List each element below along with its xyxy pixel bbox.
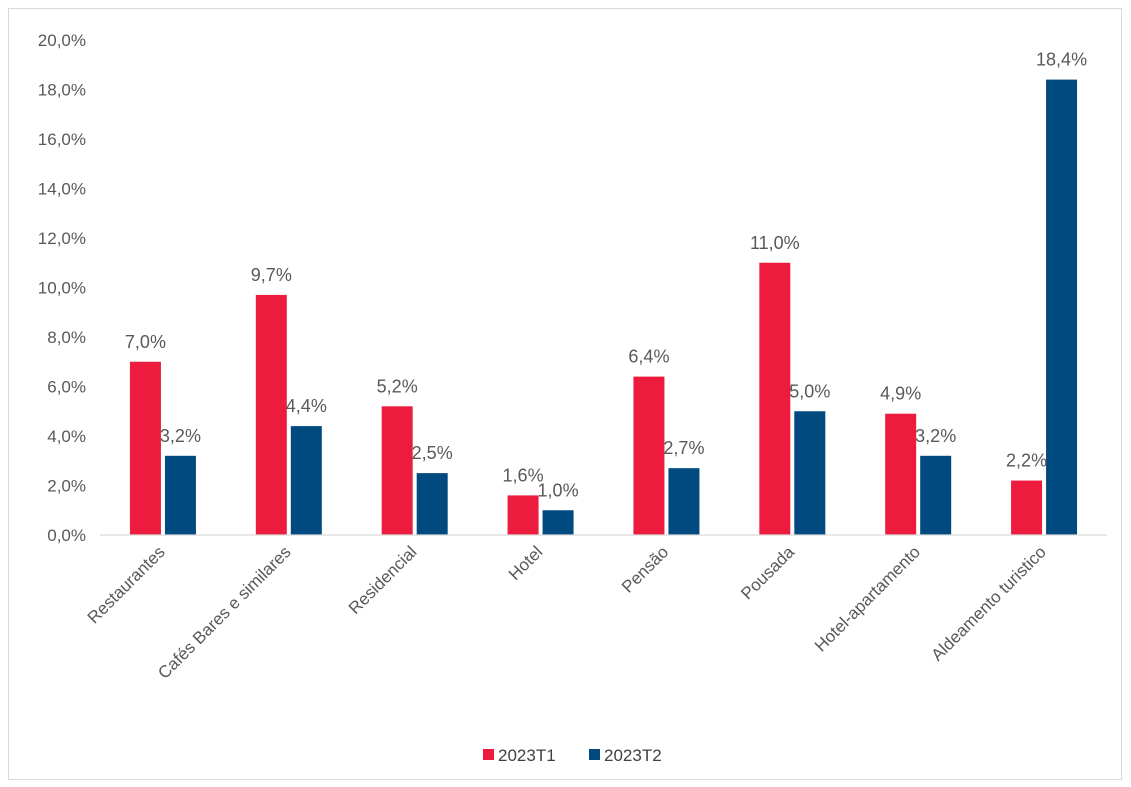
data-label: 5,2% [377, 376, 418, 396]
data-label: 1,0% [538, 480, 579, 500]
legend-swatch [483, 749, 494, 760]
y-axis-ticks: 0,0% 2,0% 4,0% 6,0% 8,0% 10,0% 12,0% 14,0% 16,0%… [38, 31, 86, 545]
bar-2023T2 [794, 411, 826, 535]
legend-label: 2023T1 [498, 746, 556, 765]
x-category-label: Pensão [618, 542, 672, 596]
y-tick-label: 12,0% [38, 229, 86, 248]
bar-2023T2 [164, 455, 196, 535]
legend-swatch [589, 749, 600, 760]
data-label: 3,2% [160, 426, 201, 446]
y-tick-label: 6,0% [47, 378, 86, 397]
bar-2023T1 [633, 376, 665, 535]
bar-2023T1 [759, 262, 791, 535]
data-label: 4,4% [286, 396, 327, 416]
x-category-label: Hotel [505, 542, 546, 583]
bar-2023T2 [416, 473, 448, 535]
y-tick-label: 0,0% [47, 526, 86, 545]
x-category-label: Cafés Bares e similares [154, 542, 294, 682]
data-label: 5,0% [789, 381, 830, 401]
chart-frame: 0,0% 2,0% 4,0% 6,0% 8,0% 10,0% 12,0% 14,0% 16,0%… [8, 8, 1122, 780]
bar-2023T1 [507, 495, 539, 535]
y-tick-label: 2,0% [47, 477, 86, 496]
bar-chart: 0,0% 2,0% 4,0% 6,0% 8,0% 10,0% 12,0% 14,0% 16,0%… [38, 31, 1107, 765]
data-label: 3,2% [915, 426, 956, 446]
data-label: 6,4% [628, 347, 669, 367]
bar-2023T2 [668, 468, 700, 535]
y-tick-label: 4,0% [47, 427, 86, 446]
x-category-label: Pousada [737, 542, 798, 603]
data-label: 7,0% [125, 332, 166, 352]
x-category-label: Hotel-apartamento [811, 542, 924, 655]
data-label: 18,4% [1036, 50, 1087, 70]
x-category-label: Aldeamento turistico [928, 542, 1050, 664]
data-label: 4,9% [880, 384, 921, 404]
data-label: 2,2% [1006, 451, 1047, 471]
bar-2023T1 [381, 406, 413, 535]
x-category-label: Residencial [345, 542, 421, 618]
bar-2023T1 [129, 361, 161, 535]
y-tick-label: 18,0% [38, 81, 86, 100]
legend: 2023T1 2023T2 [483, 746, 662, 765]
y-tick-label: 16,0% [38, 130, 86, 149]
y-tick-label: 8,0% [47, 328, 86, 347]
bar-2023T2 [290, 426, 322, 535]
bar-2023T2 [1046, 79, 1078, 535]
data-label: 1,6% [503, 465, 544, 485]
data-label: 2,7% [663, 438, 704, 458]
bars [129, 79, 1078, 535]
y-tick-label: 14,0% [38, 180, 86, 199]
legend-label: 2023T2 [604, 746, 662, 765]
y-tick-label: 10,0% [38, 279, 86, 298]
bar-2023T2 [542, 510, 574, 535]
data-label: 9,7% [251, 265, 292, 285]
x-category-label: Restaurantes [84, 542, 169, 627]
bar-2023T1 [885, 413, 917, 535]
data-label: 11,0% [750, 233, 800, 253]
y-tick-label: 20,0% [38, 31, 86, 50]
bar-2023T1 [1011, 480, 1043, 535]
bar-2023T2 [920, 455, 952, 535]
data-label: 2,5% [412, 443, 453, 463]
data-labels: 7,0% 3,2% 9,7% 4,4% 5,2% 2,5% 1,6%1,0% 6,4% 2,7%… [125, 50, 1087, 501]
bar-2023T1 [255, 294, 287, 535]
